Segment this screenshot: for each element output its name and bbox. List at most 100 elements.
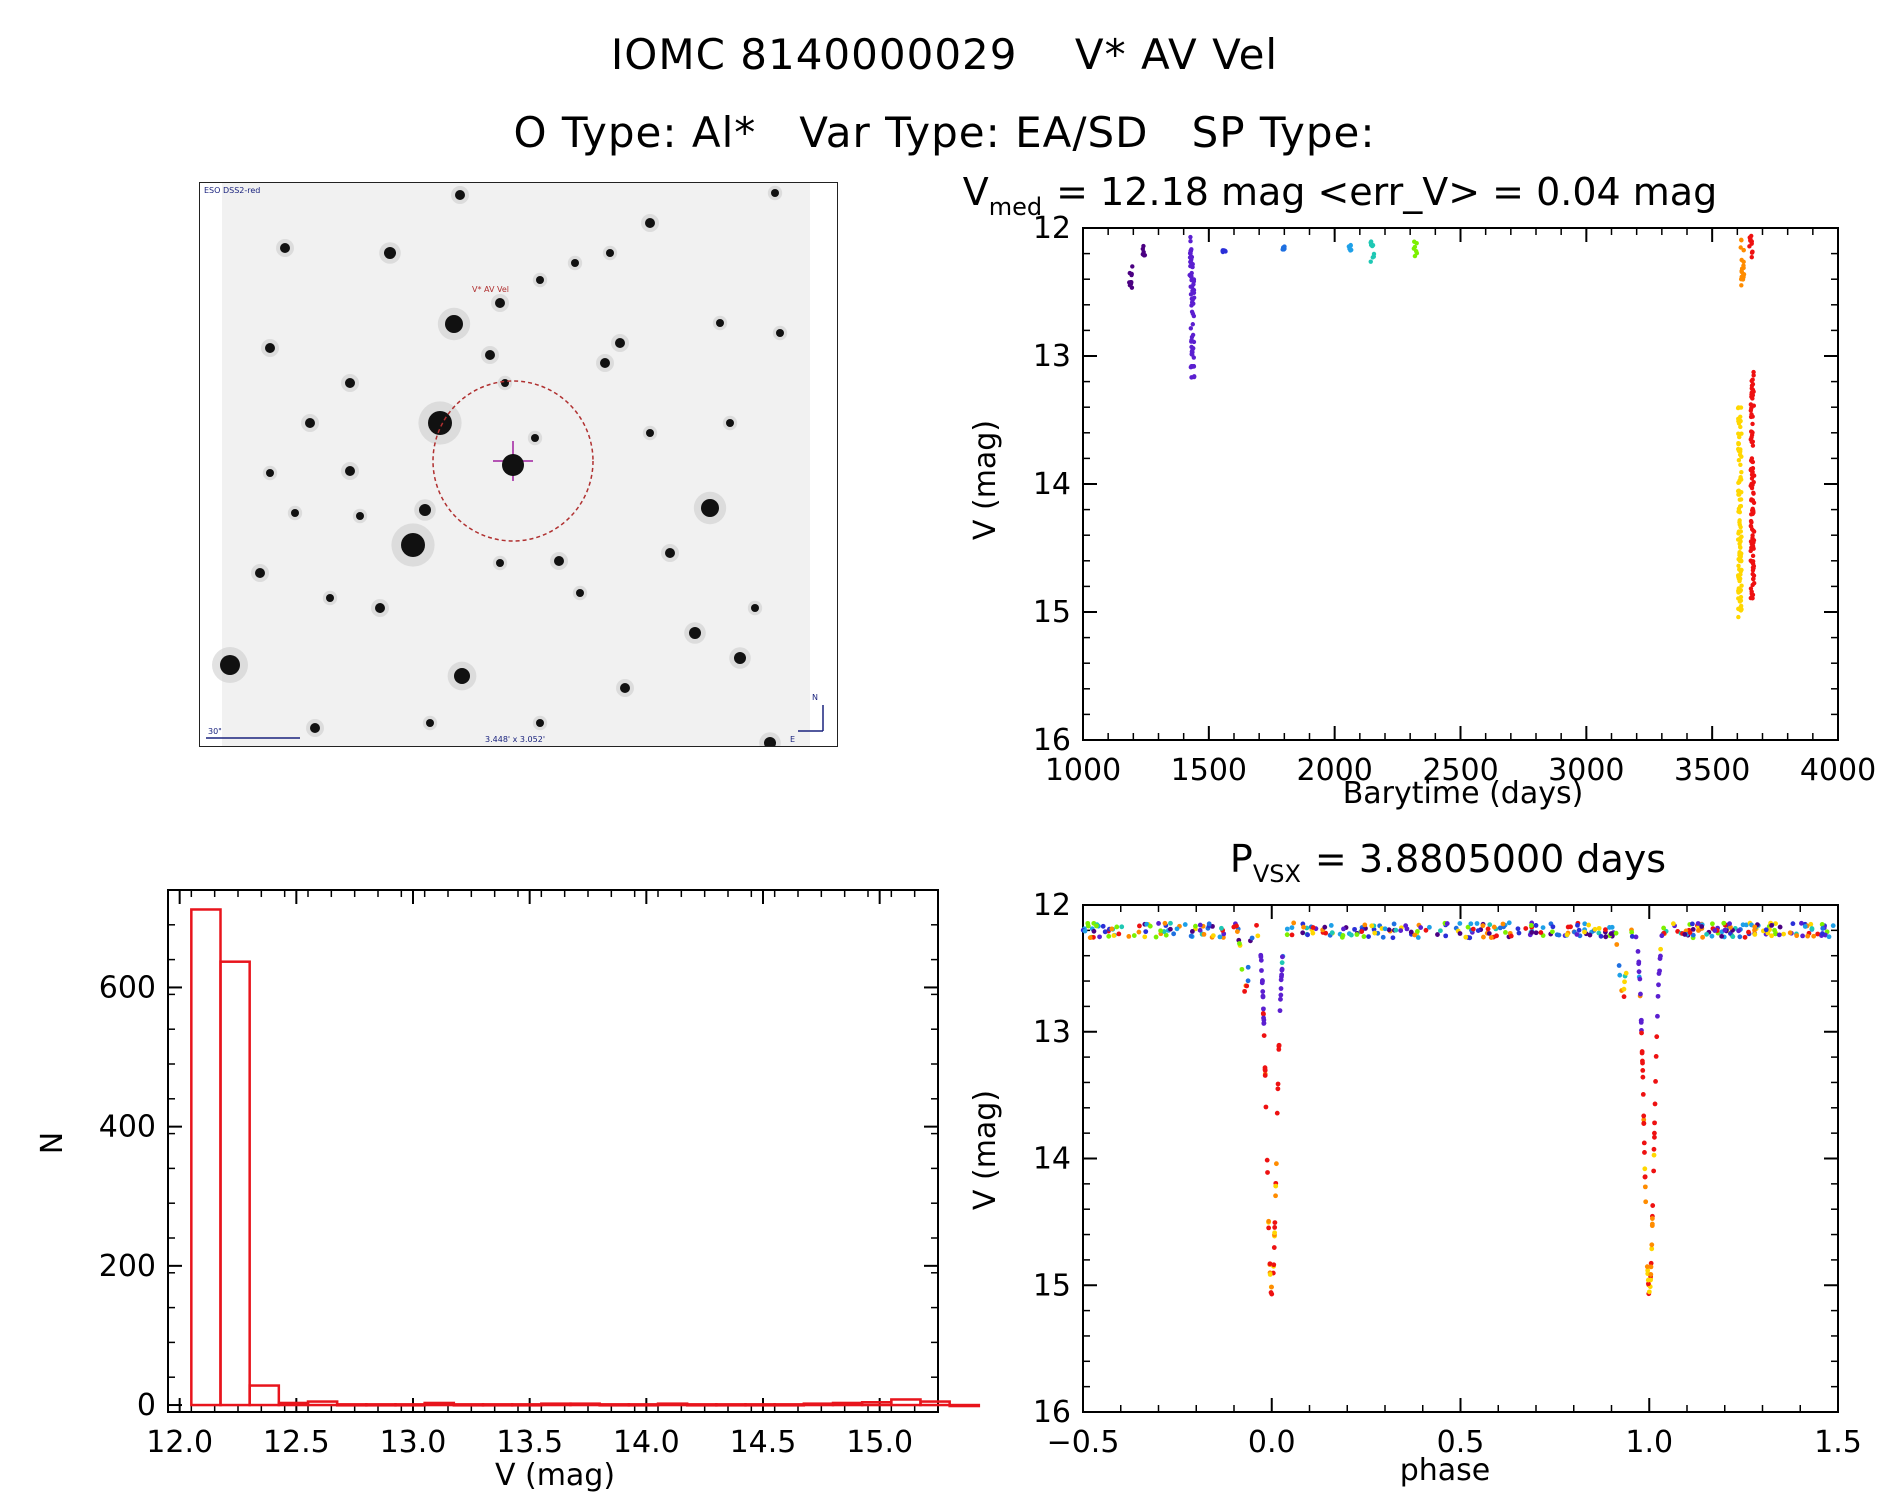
phased-point: [1354, 932, 1360, 937]
phased-point: [1393, 927, 1399, 933]
phased-point: [1197, 927, 1203, 933]
phased-point: [1603, 934, 1609, 940]
sp-type: SP Type:: [1191, 108, 1376, 157]
phased-point: [1266, 1218, 1272, 1224]
phased-point: [1651, 1168, 1657, 1174]
target-circle: [432, 380, 594, 542]
lightcurve-point: [1750, 443, 1756, 448]
phased-point: [1219, 925, 1224, 931]
phased-point: [1635, 949, 1641, 954]
finder-star: [734, 652, 746, 664]
finder-star: [496, 559, 504, 567]
phased-point: [1722, 927, 1728, 933]
phased-point: [1158, 928, 1164, 934]
lightcurve-xtick-label: 4000: [1800, 753, 1876, 788]
phased-point: [1106, 933, 1112, 939]
phased-point: [1119, 924, 1125, 930]
finder-star: [345, 378, 355, 388]
phased-point: [1637, 976, 1643, 982]
phased-point: [1808, 921, 1814, 927]
phased-point: [1279, 960, 1285, 966]
histogram-ytick-label: 0: [137, 1388, 156, 1423]
phased-point: [1418, 925, 1424, 930]
phased-point: [1438, 928, 1443, 934]
phased-point: [1465, 924, 1471, 930]
histogram-bar: [598, 1403, 631, 1407]
lightcurve-ytick-label: 14: [1033, 467, 1071, 502]
phased-point: [1267, 1272, 1273, 1277]
phased-point: [1189, 929, 1195, 934]
phased-point: [1366, 934, 1371, 940]
phased-point: [1262, 1073, 1268, 1078]
lightcurve-point: [1736, 563, 1741, 569]
phased-point: [1443, 933, 1449, 939]
phased-point: [1245, 978, 1251, 984]
histogram-bar: [335, 1403, 368, 1407]
phased-point: [1506, 920, 1512, 926]
phased-point: [1529, 930, 1535, 935]
phased-point: [1802, 924, 1808, 929]
histogram-bar: [423, 1401, 456, 1407]
star-name: V* AV Vel: [1074, 30, 1279, 79]
lightcurve-point: [1750, 249, 1755, 255]
phased-point: [1271, 1245, 1277, 1250]
lightcurve-point: [1736, 419, 1741, 424]
histogram-xtick-label: 15.0: [846, 1425, 913, 1460]
lightcurve-point: [1750, 498, 1756, 503]
phased-point: [1444, 921, 1450, 926]
phased-point: [1811, 933, 1817, 939]
phased-point: [1640, 1058, 1645, 1064]
phased-point: [1485, 926, 1491, 932]
phased-point: [1533, 923, 1539, 928]
lightcurve-ytick-label: 15: [1033, 595, 1071, 630]
phased-point: [1655, 993, 1661, 999]
phased-point: [1300, 930, 1306, 936]
lightcurve-point: [1414, 240, 1419, 246]
phased-point: [1116, 931, 1122, 937]
phased-point: [1820, 926, 1826, 931]
phased-point: [1279, 954, 1285, 960]
finder-star: [751, 604, 759, 612]
phased-point: [1516, 930, 1522, 936]
phased-xtick-label: 1.0: [1625, 1425, 1673, 1460]
phased-point: [1640, 1092, 1646, 1097]
target-label: V* AV Vel: [472, 285, 509, 294]
phased-point: [1467, 935, 1473, 941]
histogram-bar: [510, 1403, 543, 1407]
lightcurve-point: [1192, 374, 1197, 379]
lightcurve-point: [1750, 565, 1756, 570]
lightcurve-point: [1368, 259, 1373, 264]
phased-point: [1603, 927, 1608, 933]
finder-star: [645, 218, 655, 228]
phased-point: [1640, 1074, 1646, 1080]
phased-point: [1712, 928, 1718, 933]
lightcurve-point: [1370, 243, 1375, 249]
histogram-bar: [831, 1401, 864, 1407]
finder-star: [536, 719, 544, 727]
finder-star: [356, 512, 364, 520]
phased-point: [1655, 1013, 1660, 1019]
phased-point: [1234, 923, 1239, 929]
phased-ytick-label: 14: [1033, 1142, 1071, 1177]
phased-point: [1638, 991, 1643, 997]
lightcurve-point: [1737, 567, 1742, 572]
finder-margin-right: [810, 183, 837, 746]
phased-point: [1497, 925, 1503, 931]
phased-point: [1657, 968, 1662, 974]
north-label: N: [812, 693, 818, 702]
phased-point: [1487, 922, 1493, 928]
histogram-bar: [190, 908, 222, 1407]
phased-point: [1279, 972, 1285, 978]
phased-point: [1168, 920, 1173, 926]
phased-point: [1746, 929, 1751, 935]
finder-star: [764, 737, 776, 746]
finder-star: [265, 343, 275, 353]
phased-point: [1390, 935, 1396, 941]
phased-xtick-label: 1.5: [1814, 1425, 1862, 1460]
lightcurve-point: [1739, 534, 1744, 539]
phased-point: [1278, 977, 1284, 983]
lightcurve-point: [1748, 523, 1754, 529]
phased-point: [1305, 932, 1310, 938]
phased-point: [1815, 931, 1821, 937]
phased-point: [1301, 924, 1306, 930]
